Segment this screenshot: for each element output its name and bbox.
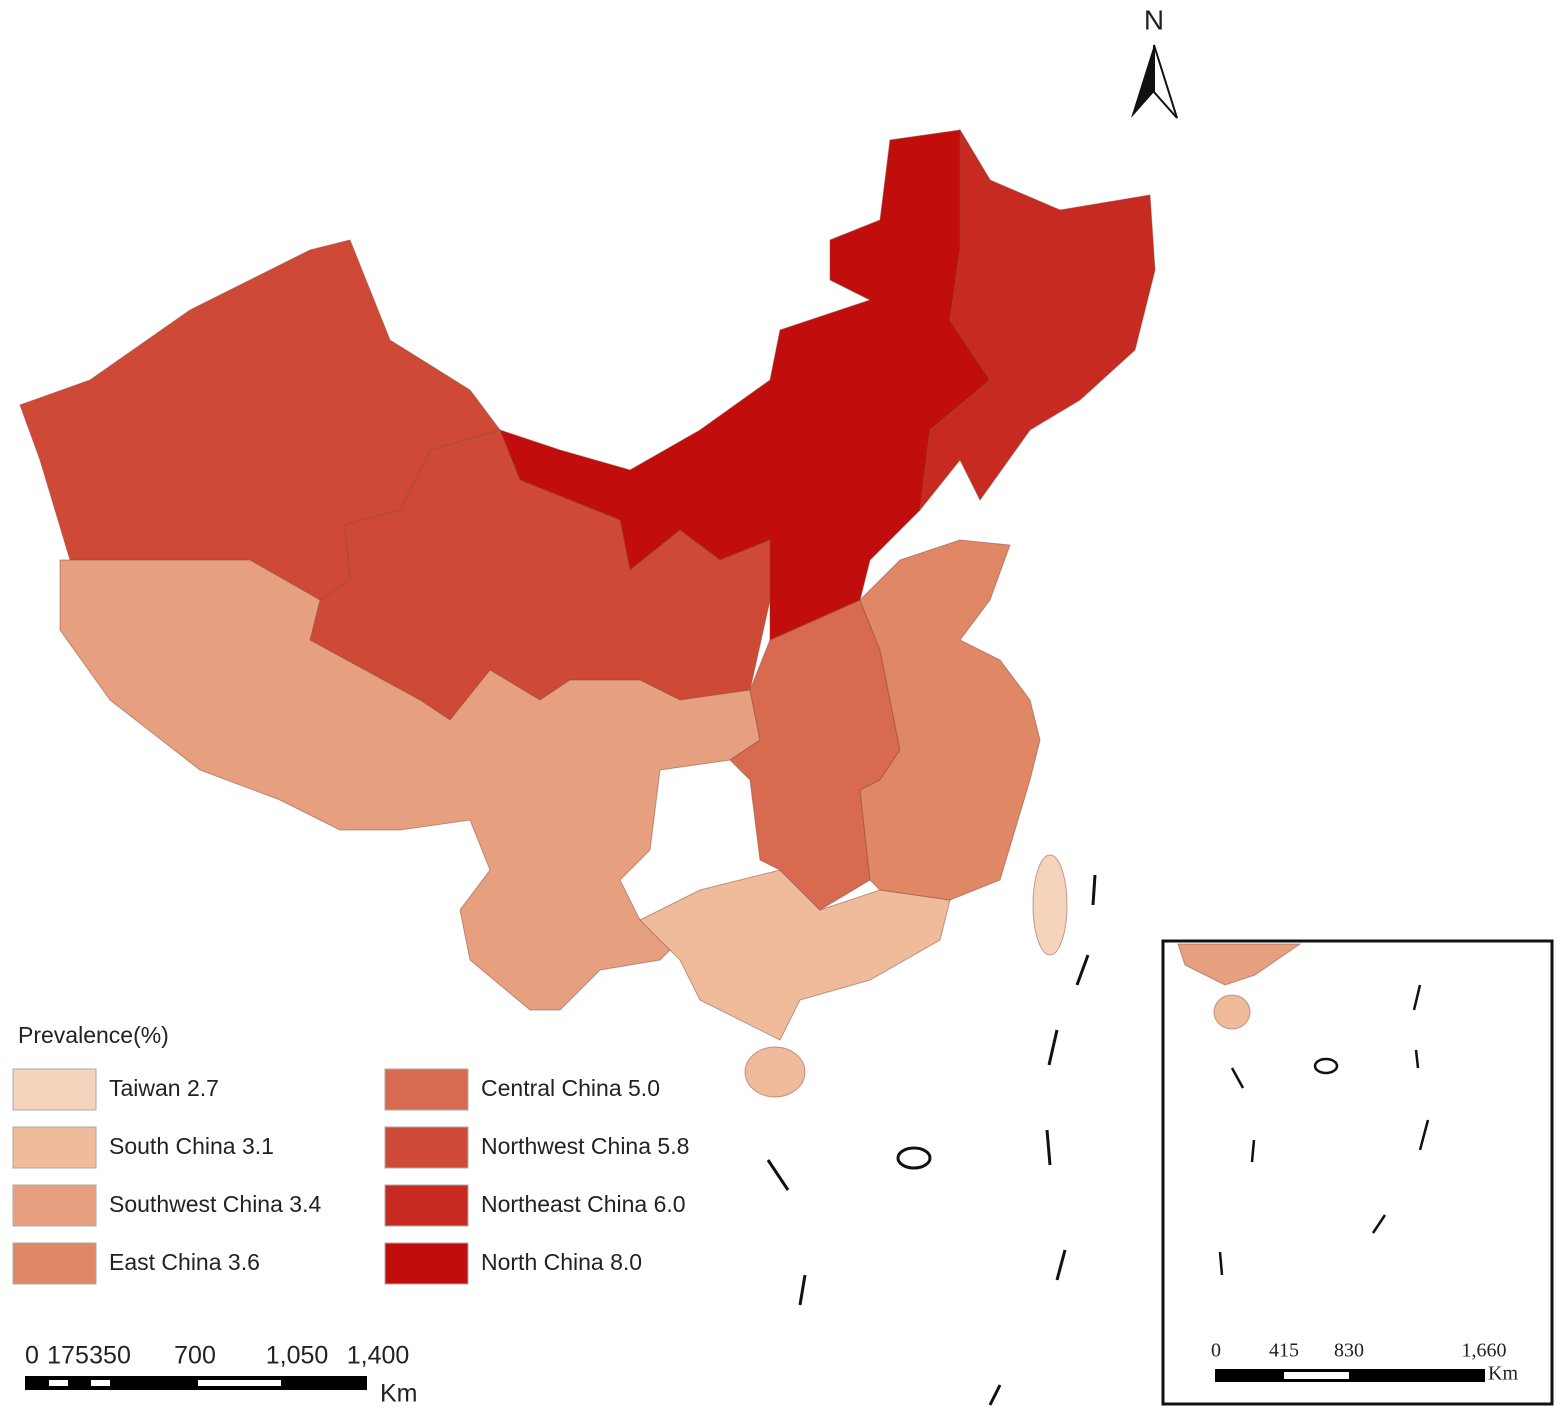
inset-scale-unit: Km [1488, 1363, 1518, 1385]
scale-label: 350 [89, 1342, 131, 1370]
inset-scale-label: 0 [1211, 1340, 1221, 1362]
regions [19, 128, 1156, 1098]
region-northeast [919, 128, 1156, 512]
inset-scale-labels: 0 415 830 1,660 [1211, 1340, 1507, 1362]
legend-swatch [384, 1184, 469, 1227]
inset-scale-label: 1,660 [1462, 1340, 1507, 1362]
legend-title: Prevalence(%) [18, 1022, 169, 1048]
legend-label: Northwest China 5.8 [481, 1133, 689, 1159]
scale-unit: Km [380, 1380, 418, 1408]
sea-boundary [766, 874, 1097, 1406]
scale-labels: 0 175 350 700 1,050 1,400 [25, 1342, 409, 1370]
legend-label: Central China 5.0 [481, 1075, 660, 1101]
legend-label: Southwest China 3.4 [109, 1191, 321, 1217]
legend-label: North China 8.0 [481, 1249, 642, 1275]
inset-scale-label: 830 [1334, 1340, 1364, 1362]
legend-swatch [384, 1126, 469, 1169]
region-south [744, 1046, 806, 1098]
scale-label: 1,400 [347, 1342, 410, 1370]
legend-swatch [12, 1126, 97, 1169]
legend-label: Taiwan 2.7 [109, 1075, 219, 1101]
north-arrow [1153, 44, 1178, 119]
inset-boundary [1218, 984, 1430, 1276]
region-taiwan [1032, 854, 1068, 956]
region-south [639, 869, 951, 1041]
north-arrow [1131, 45, 1154, 118]
inset-scale-bar [1215, 1369, 1485, 1382]
legend-swatch [12, 1184, 97, 1227]
legend: Taiwan 2.7 South China 3.1 Southwest China… [12, 1068, 689, 1285]
legend-label: East China 3.6 [109, 1249, 260, 1275]
legend-label: Northeast China 6.0 [481, 1191, 686, 1217]
scale-label: 175 [47, 1342, 89, 1370]
scale-label: 0 [25, 1342, 39, 1370]
inset-land [1177, 943, 1302, 986]
north-label: N [1144, 4, 1164, 35]
region-southwest [59, 559, 761, 1011]
legend-swatch [12, 1242, 97, 1285]
inset-land [1213, 994, 1251, 1030]
legend-swatch [384, 1242, 469, 1285]
scale-label: 1,050 [266, 1342, 329, 1370]
legend-label: South China 3.1 [109, 1133, 274, 1159]
inset-scale-label: 415 [1269, 1340, 1299, 1362]
scale-bar [25, 1376, 367, 1390]
legend-swatch [384, 1068, 469, 1111]
scale-label: 700 [174, 1342, 216, 1370]
region-east [859, 539, 1041, 901]
legend-swatch [12, 1068, 97, 1111]
